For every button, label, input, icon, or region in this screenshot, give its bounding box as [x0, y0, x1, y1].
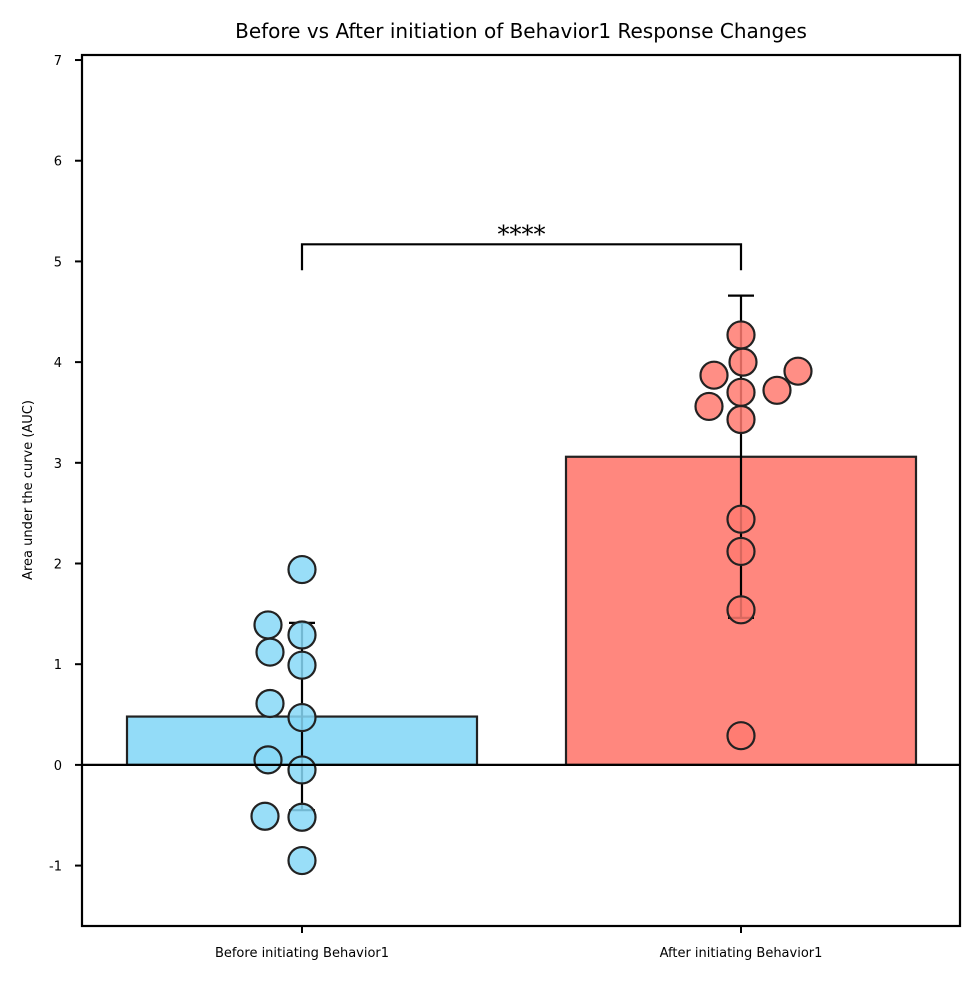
data-point-before-7	[253, 745, 283, 775]
data-point-after-0	[726, 320, 756, 350]
data-point-before-4	[287, 650, 317, 680]
data-point-before-10	[287, 802, 317, 832]
data-point-after-2	[699, 360, 729, 390]
plot-area: **** -1 0 1 2 3 4 5 6 7 Before initiating Behavior…	[49, 53, 962, 961]
data-point-after-11	[726, 721, 756, 751]
data-point-before-3	[287, 620, 317, 650]
x-tick-label-1: After initiating Behavior1	[660, 946, 823, 961]
chart-title: Before vs After initiation of Behavior1 …	[235, 19, 807, 43]
significance-bracket	[300, 243, 743, 271]
significance-label: ****	[498, 220, 546, 248]
data-point-before-0	[287, 554, 317, 585]
data-point-after-3	[783, 356, 813, 386]
plot-frame	[80, 53, 962, 928]
y-tick-label-6: 5	[54, 255, 62, 270]
data-point-before-6	[287, 702, 317, 733]
data-point-after-7	[726, 404, 756, 435]
data-point-after-8	[726, 504, 756, 534]
y-axis-label: Area under the curve (AUC)	[21, 400, 36, 580]
data-point-before-5	[255, 688, 285, 719]
data-point-after-6	[694, 391, 724, 422]
data-point-after-10	[726, 595, 756, 625]
y-tick-label-4: 3	[54, 457, 62, 472]
y-tick-label-0: -1	[49, 860, 62, 875]
data-point-after-5	[762, 375, 792, 405]
y-tick-label-5: 4	[54, 356, 62, 371]
y-tick-label-3: 2	[54, 558, 62, 573]
y-tick-label-7: 6	[54, 155, 62, 170]
y-tick-label-1: 0	[54, 759, 62, 774]
x-tick-label-0: Before initiating Behavior1	[215, 946, 389, 961]
data-point-after-4	[726, 377, 756, 407]
y-tick-label-2: 1	[54, 658, 62, 673]
y-tick-label-8: 7	[54, 54, 62, 69]
data-point-before-2	[255, 637, 285, 667]
data-point-before-8	[287, 755, 317, 785]
data-point-after-1	[728, 347, 758, 377]
data-point-before-1	[253, 610, 283, 640]
data-point-after-9	[726, 536, 756, 567]
data-point-before-9	[250, 801, 280, 831]
data-point-before-11	[287, 845, 317, 876]
